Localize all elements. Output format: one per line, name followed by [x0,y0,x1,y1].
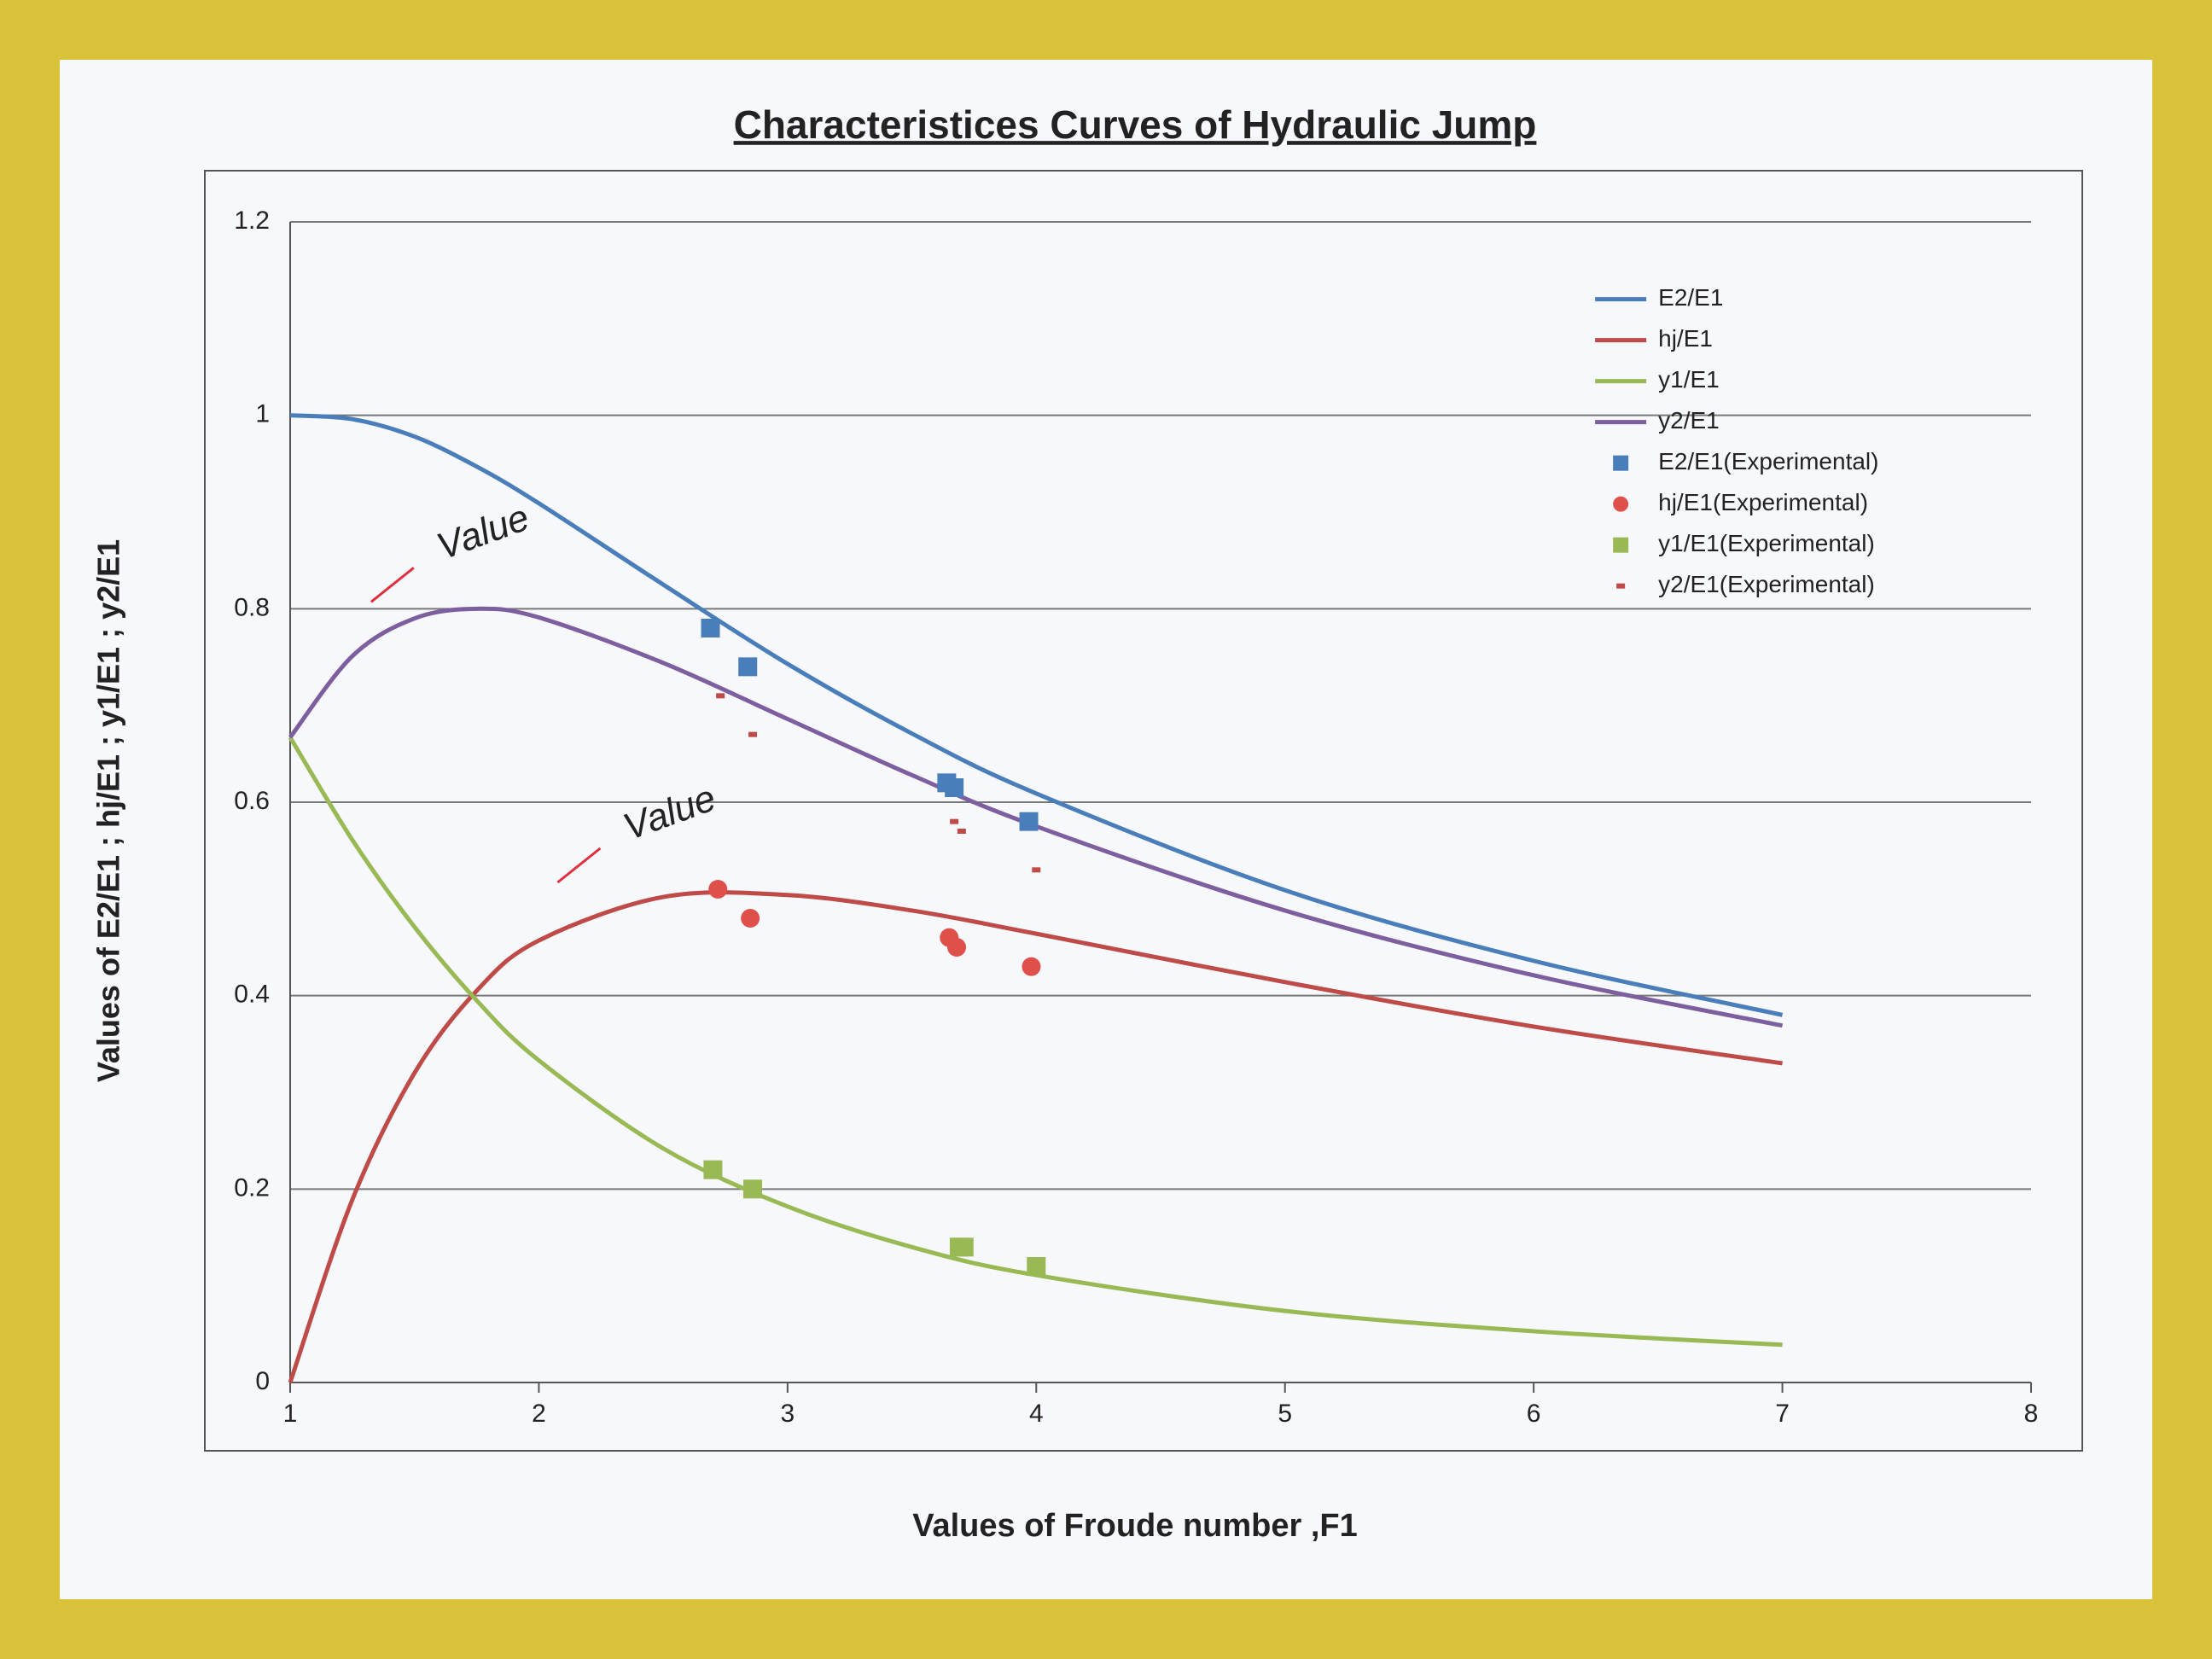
x-tick-label: 8 [2024,1400,2039,1428]
x-tick-label: 7 [1775,1400,1790,1428]
y-tick-label: 1 [255,400,270,428]
series-line [288,890,1783,1383]
legend-swatch [1613,537,1629,553]
data-point [945,778,964,797]
x-tick-label: 6 [1527,1400,1541,1428]
data-point [716,693,725,699]
y-axis-label: Values of E2/E1 ; hj/E1 ; y1/E1 ; y2/E1 [91,539,126,1082]
y-tick-label: 0.4 [234,981,270,1009]
legend-label: y1/E1 [1658,366,1720,393]
chart-title: Characteristices Curves of Hydraulic Jum… [734,102,1537,147]
data-point [738,657,758,677]
y-tick-label: 0.8 [234,593,270,621]
series-line [288,606,1784,1028]
y-tick-label: 0.2 [234,1173,270,1202]
legend-label: y2/E1 [1658,407,1720,434]
x-tick-label: 2 [532,1400,546,1428]
x-tick-label: 5 [1278,1400,1292,1428]
legend-label: hj/E1 [1658,325,1713,352]
chart-border [204,170,2083,1452]
legend-label: hj/E1(Experimental) [1658,489,1868,515]
legend-swatch [1616,583,1626,589]
data-point [748,731,758,737]
series-line [289,413,1784,1017]
paper [60,60,2152,1599]
legend-label: y2/E1(Experimental) [1658,571,1875,597]
data-point [950,818,959,824]
y-tick-label: 1.2 [234,207,270,235]
data-point [743,1179,763,1199]
data-point [741,909,760,928]
series-line [288,736,1783,1348]
data-point [708,880,728,899]
data-point [1022,957,1041,976]
x-axis-label: Values of Froude number ,F1 [912,1508,1358,1544]
data-point [1027,1257,1046,1276]
legend-swatch [1613,455,1629,471]
data-point [954,1237,974,1257]
data-point [701,619,720,637]
data-point [957,829,966,834]
x-tick-label: 1 [283,1400,298,1428]
annotation-stroke [556,847,602,884]
x-tick-label: 3 [781,1400,795,1428]
data-point [1032,867,1041,873]
data-point [947,938,967,957]
y-tick-label: 0.6 [234,787,270,815]
legend-swatch [1613,496,1629,512]
y-tick-label: 0 [255,1367,270,1395]
legend-label: y1/E1(Experimental) [1658,530,1875,556]
data-point [703,1160,723,1179]
x-tick-label: 4 [1029,1400,1044,1428]
legend-label: E2/E1(Experimental) [1658,448,1878,474]
annotation-stroke [370,567,415,603]
data-point [1019,812,1039,831]
legend-label: E2/E1 [1658,284,1723,311]
